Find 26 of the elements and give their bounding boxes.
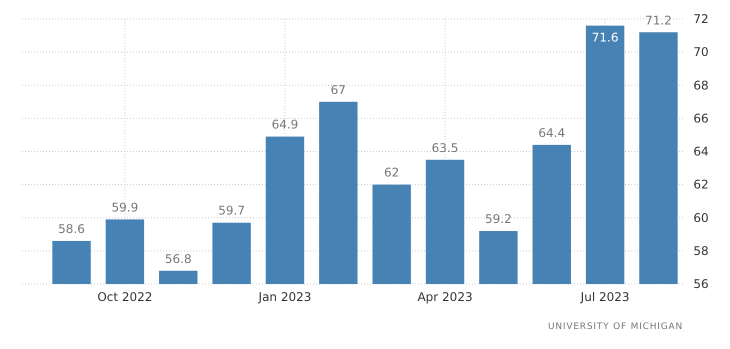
y-tick-label: 62 [693,178,709,192]
y-tick-label: 56 [693,277,709,291]
data-label: 58.6 [58,222,85,236]
y-tick-label: 72 [693,12,709,26]
x-tick-label: Jan 2023 [258,290,312,304]
x-tick-label: Oct 2022 [97,290,152,304]
y-tick-label: 70 [693,45,709,60]
data-label: 64.4 [538,126,566,140]
data-label: 59.2 [485,212,512,226]
data-label: 59.9 [112,200,138,214]
data-label: 64.9 [272,118,298,132]
y-tick-label: 68 [693,78,709,92]
x-tick-label: Jul 2023 [580,290,630,304]
text: UNIVERSITY OF MICHIGAN [548,322,683,332]
data-label: 62 [384,166,400,180]
y-tick-label: 64 [693,144,709,158]
y-tick-label: 58 [693,244,709,258]
data-label: 56.8 [164,252,192,266]
data-label: 71.6 [592,30,618,45]
data-label: 67 [330,82,346,97]
data-label: 59.7 [218,204,245,218]
data-label: 63.5 [432,140,458,155]
y-tick-label: 66 [693,111,709,126]
y-tick-label: 60 [693,210,709,225]
data-label: 71.2 [645,13,672,28]
x-tick-label: Apr 2023 [417,290,473,304]
